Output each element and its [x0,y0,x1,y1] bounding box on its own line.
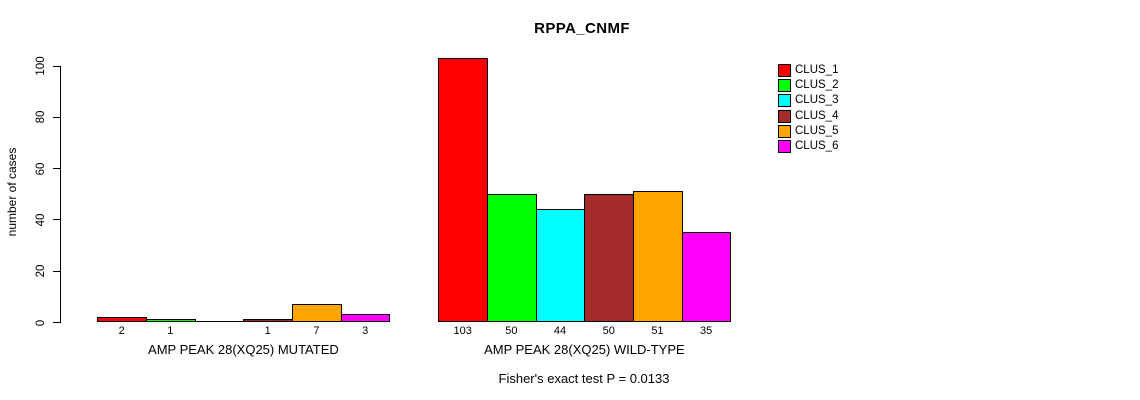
bar-clus_6 [681,232,732,322]
y-axis-tick [52,116,60,118]
legend-color-swatch [778,124,791,138]
legend-color-swatch [778,94,791,108]
bar-clus_5 [292,304,342,322]
legend-item-clus_6: CLUS_6 [778,140,838,154]
chart-title: RPPA_CNMF [534,20,630,37]
legend-item-label: CLUS_6 [795,140,839,152]
bar-clus_1 [438,58,488,322]
bar-clus_2 [487,193,537,322]
legend-item-label: CLUS_2 [795,79,839,92]
legend-item-label: CLUS_5 [795,124,839,137]
y-axis-tick [52,322,60,323]
bar-clus_4 [584,193,635,322]
legend-item-clus_2: CLUS_2 [778,79,838,93]
bar-count-label: 1 [167,325,174,337]
bar-count-label: 35 [700,325,713,337]
bar-count-label: 103 [453,325,472,337]
y-axis-tick [52,65,60,67]
fisher-test-footnote: Fisher's exact test P = 0.0133 [498,371,670,386]
legend-color-swatch [778,64,791,77]
legend-item-clus_5: CLUS_5 [778,124,838,138]
bar-clus_6 [340,314,391,322]
legend-item-clus_1: CLUS_1 [778,64,838,78]
bar-count-label: 44 [553,325,567,337]
bar-clus_4 [243,319,294,322]
legend-item-label: CLUS_3 [795,94,839,107]
bar-clus_5 [633,191,683,322]
bar-count-label: 3 [362,325,369,337]
legend-item-label: CLUS_4 [795,109,839,122]
y-axis-tick [52,168,60,170]
bar-clus_3-zero [194,321,245,322]
legend-item-clus_4: CLUS_4 [778,109,838,123]
legend-item-clus_3: CLUS_3 [778,94,838,108]
y-tick-label: 60 [35,162,47,176]
y-tick-label: 20 [35,264,47,278]
legend-color-swatch [778,109,791,123]
legend-color-swatch [778,79,791,93]
group-axis-label: AMP PEAK 28(XQ25) WILD-TYPE [484,342,685,357]
y-axis-tick [52,219,60,221]
bar-count-label: 50 [505,325,518,337]
group-axis-label: AMP PEAK 28(XQ25) MUTATED [148,342,339,357]
bar-count-label: 2 [118,325,125,337]
bar-clus_3 [535,209,586,322]
y-tick-label: 0 [35,319,47,326]
y-tick-label: 80 [35,111,47,124]
bar-count-label: 50 [602,325,615,337]
bar-count-label: 1 [264,325,271,337]
y-axis-tick [52,270,60,272]
bar-count-label: 51 [651,325,664,337]
y-axis-label: number of cases [5,147,19,237]
bar-clus_1 [97,316,147,322]
legend-item-label: CLUS_1 [795,64,839,76]
y-axis [59,65,61,323]
y-tick-label: 40 [35,213,47,227]
bar-count-label: 7 [313,325,320,337]
y-tick-label: 100 [35,56,47,76]
bar-clus_2 [146,319,196,322]
legend-color-swatch [778,140,791,153]
